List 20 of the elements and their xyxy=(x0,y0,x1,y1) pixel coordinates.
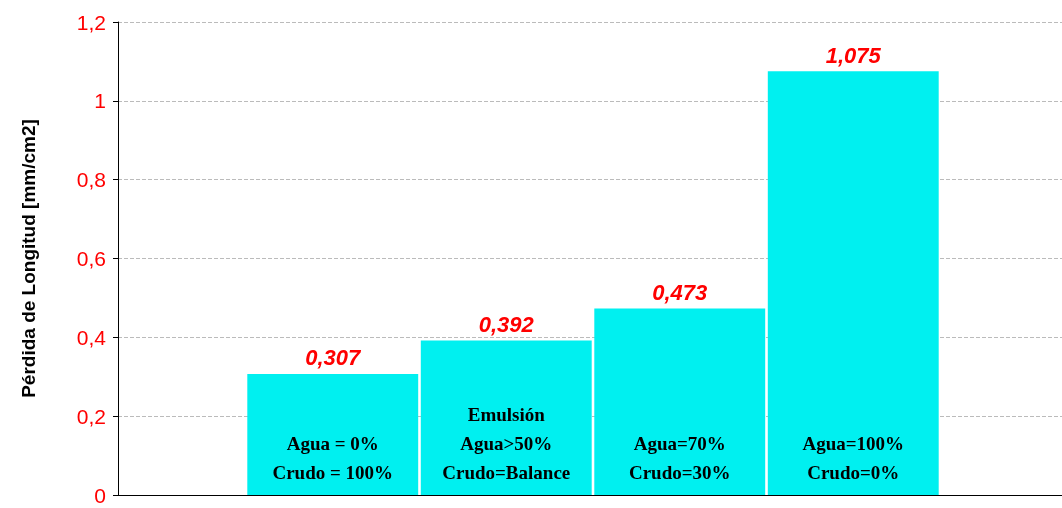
bar xyxy=(420,340,592,495)
y-tick-label: 0,6 xyxy=(76,247,106,270)
x-tick-label: Agua=100% Crudo=0% xyxy=(802,433,905,483)
y-tick-label: 0,4 xyxy=(76,325,107,349)
data-label: 0,307 xyxy=(305,345,363,371)
data-label: 0,473 xyxy=(652,280,708,306)
y-tick-label: 0,8 xyxy=(76,168,106,192)
bar xyxy=(594,308,766,495)
y-tick-label: 1,2 xyxy=(76,10,106,34)
x-tick-label: Agua = 0% Crudo = 100% xyxy=(272,433,394,483)
bar xyxy=(247,373,419,495)
y-tick-label: 0,2 xyxy=(76,404,106,428)
data-label: 0,392 xyxy=(478,311,535,337)
data-label: 1,075 xyxy=(825,42,882,68)
y-axis-title: Pérdida de Longitud [mm/cm2] xyxy=(18,119,39,398)
x-tick-label: Emulsión Agua>50% Crudo=Balance xyxy=(442,404,571,483)
y-tick-label: 1 xyxy=(94,89,106,113)
bar xyxy=(767,71,939,495)
y-tick-label: 0 xyxy=(94,483,106,507)
x-tick-label: Agua=70% Crudo=30% xyxy=(628,433,731,483)
